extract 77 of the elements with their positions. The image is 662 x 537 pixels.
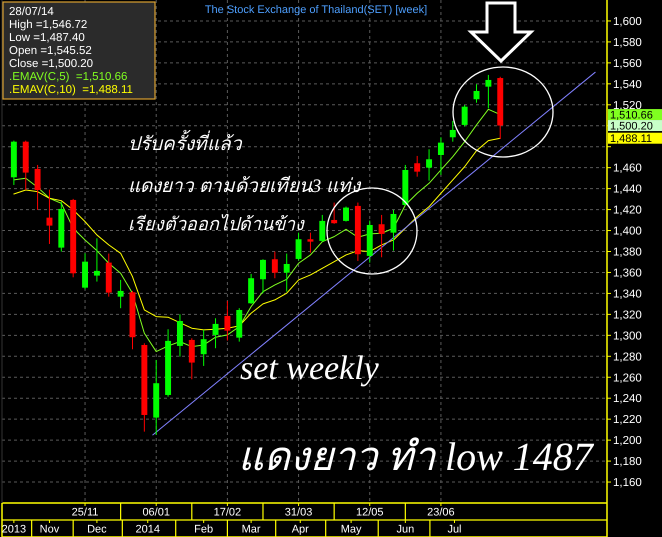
candlestick — [438, 136, 444, 176]
candlestick — [34, 164, 41, 210]
candlestick — [390, 209, 396, 252]
x2-tick-label: Nov — [40, 524, 60, 536]
candlestick — [46, 189, 52, 244]
annotation: .EMAV(C,5) =1,510.66 — [9, 71, 128, 83]
y-tick-label: 1,420 — [613, 204, 642, 217]
candlestick — [319, 214, 326, 242]
y-tick-label: 1,440 — [613, 184, 642, 196]
x2-tick-label: Mar — [242, 524, 261, 536]
annotation: Close =1,500.20 — [9, 58, 94, 70]
y-tick-label: 1,400 — [613, 226, 642, 238]
candlestick — [474, 84, 480, 104]
y-tick-label: 1,380 — [613, 246, 642, 258]
x-tick-label: 31/03 — [284, 506, 312, 518]
y-tick-label: 1,580 — [613, 36, 642, 49]
y-tick-label: 1,280 — [613, 351, 642, 364]
candlestick — [450, 120, 456, 142]
value-badge: 1,488.11 — [608, 132, 662, 146]
y-tick-label: 1,300 — [613, 330, 642, 342]
x-tick-label: 12/05 — [356, 506, 384, 518]
x-tick-label: 23/06 — [427, 506, 455, 518]
value-badge: 1,510.66 — [608, 109, 662, 122]
candlestick — [272, 251, 278, 279]
x2-tick-label: Feb — [194, 524, 214, 536]
candlestick — [260, 258, 266, 294]
y-tick-label: 1,240 — [613, 393, 642, 406]
x2-tick-label: May — [340, 524, 362, 536]
candlestick — [296, 232, 302, 262]
x2-tick-label: 2014 — [136, 524, 160, 536]
annotation: แดงยาว ทำ low 1487 — [238, 434, 595, 479]
y-tick-label: 1,560 — [613, 58, 642, 70]
candlestick — [331, 202, 338, 224]
candlestick — [485, 74, 492, 109]
x2-tick-label: Jun — [396, 524, 414, 536]
chart-title: The Stock Exchange of Thailand(SET) [week] — [204, 4, 428, 16]
candlestick — [188, 338, 195, 380]
candlestick — [462, 104, 468, 128]
x-tick-label: 17/02 — [214, 506, 242, 518]
candlestick — [224, 300, 230, 342]
y-tick-label: 1,600 — [613, 16, 642, 28]
candlestick — [426, 148, 432, 182]
annotation: 28/07/14 — [9, 6, 54, 18]
y-tick-label: 1,180 — [613, 456, 642, 468]
y-tick-label: 1,260 — [613, 372, 642, 384]
candlestick — [200, 329, 207, 366]
y-tick-label: 1,320 — [613, 309, 642, 322]
candlestick — [343, 206, 349, 222]
annotation: .EMAV(C,10) =1,488.11 — [9, 84, 133, 96]
annotation: แดงยาว ตามด้วยเทียน3 แท่ง — [128, 175, 362, 197]
y-tick-label: 1,160 — [613, 477, 642, 490]
x2-tick-label: Apr — [292, 524, 310, 536]
x2-tick-label: Dec — [87, 524, 108, 536]
y-tick-label: 1,460 — [613, 162, 642, 175]
annotation: ปรับครั้งที่แล้ว — [128, 129, 243, 155]
candlestick — [118, 279, 124, 309]
y-tick-label: 1,360 — [613, 267, 642, 280]
candlestick — [212, 318, 218, 349]
annotation: High =1,546.72 — [9, 19, 88, 31]
y-tick-label: 1,220 — [613, 414, 642, 426]
candlestick — [414, 155, 420, 178]
candlestick — [284, 253, 290, 292]
annotation: เรียงตัวออกไปด้านข้าง — [128, 213, 305, 234]
x-tick-label: 06/01 — [142, 506, 170, 518]
annotation: Open =1,545.52 — [9, 45, 92, 57]
candlestick — [94, 238, 100, 282]
y-tick-label: 1,200 — [613, 435, 642, 448]
y-tick-label: 1,340 — [613, 288, 642, 300]
y-tick-label: 1,540 — [613, 78, 642, 91]
value-badge: 1,500.20 — [608, 120, 662, 133]
x-tick-label: 25/11 — [72, 506, 98, 518]
candlestick — [307, 232, 314, 254]
y-tick-label: 1,520 — [613, 100, 642, 112]
annotation: Low =1,487.40 — [9, 32, 85, 44]
x2-tick-label: Jul — [447, 524, 462, 536]
annotation: set weekly — [240, 350, 380, 387]
candlestick — [378, 214, 385, 258]
